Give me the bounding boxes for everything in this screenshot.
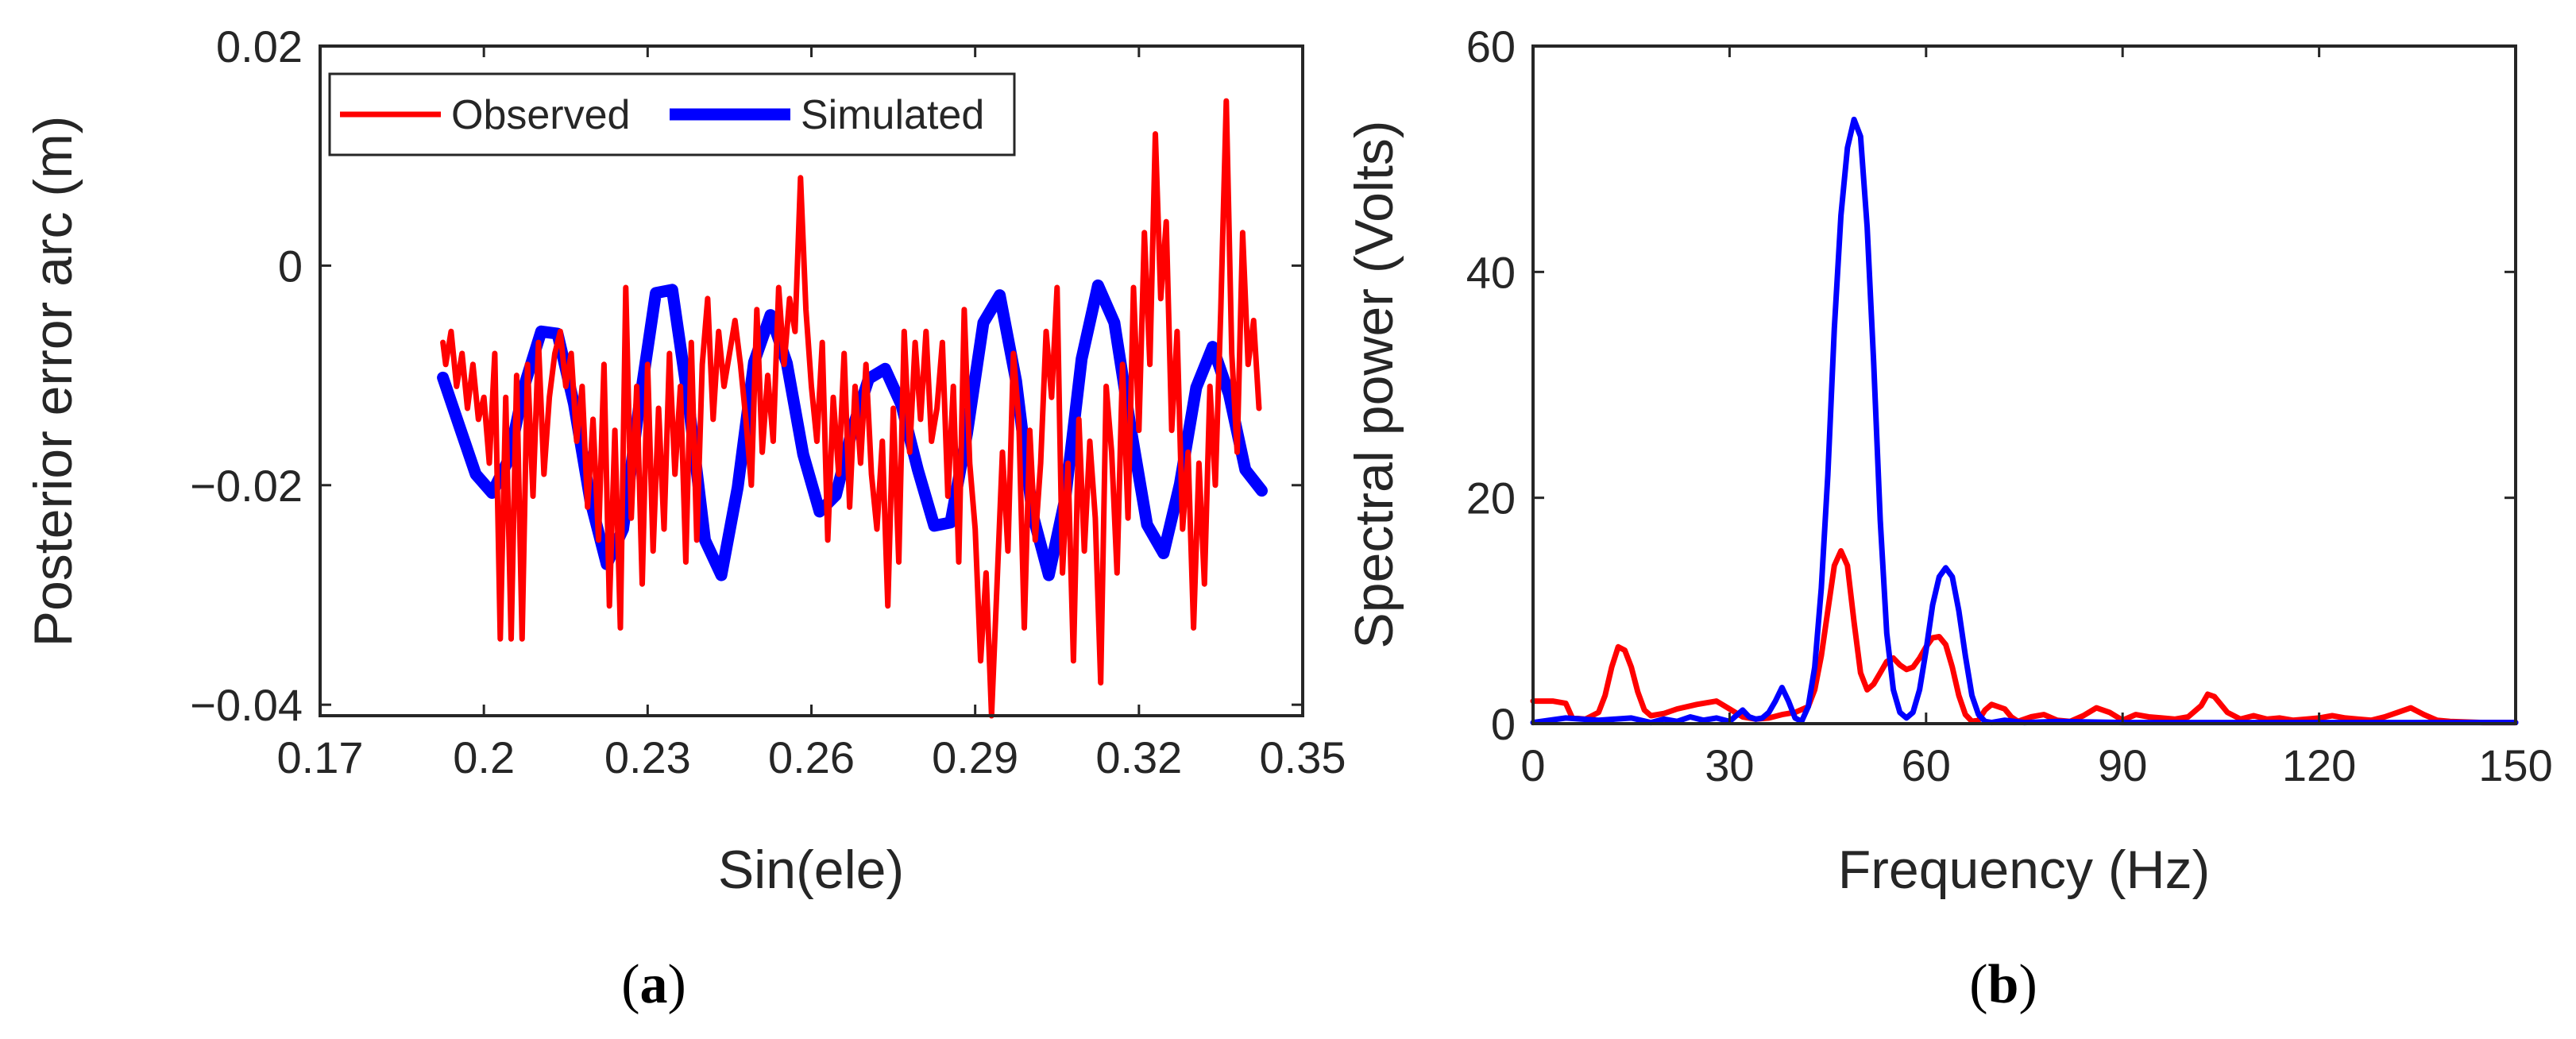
legend-label-simulated: Simulated (801, 92, 984, 138)
chart-b-series-observed-line (1530, 548, 2519, 726)
chart-a-xtick-label: 0.35 (1260, 732, 1346, 782)
chart-a-xtick-label: 0.32 (1095, 732, 1182, 782)
chart-b-plot-area (1533, 46, 2516, 724)
chart-b-y-axis-label: Spectral power (Volts) (1344, 120, 1404, 648)
chart-b-y-ticks: 0 20 40 60 (1466, 21, 2516, 749)
chart-a-series-observed-line (440, 98, 1262, 719)
chart-a-xtick-label: 0.29 (932, 732, 1018, 782)
chart-b-axes-box (1531, 44, 2517, 725)
chart-a-y-ticks: −0.04 −0.02 0 0.02 (190, 21, 1303, 730)
chart-b-ytick-label: 20 (1466, 473, 1516, 523)
chart-a-ytick-label: −0.04 (190, 680, 303, 730)
chart-b-xtick-label: 30 (1705, 740, 1754, 790)
chart-b-x-axis-label: Frequency (Hz) (1838, 840, 2211, 900)
chart-a-xtick-label: 0.2 (453, 732, 515, 782)
chart-a: 0.17 0.2 0.23 0.26 0.29 0.32 0.35 −0.04−0.0200… (23, 21, 1346, 1015)
chart-b: 0 30 60 90 120 150 0 20 40 60 Frequency (Hz) Spe… (1344, 21, 2553, 1015)
chart-a-xtick-label: 0.23 (604, 732, 691, 782)
panel-label-a: (a) (621, 954, 686, 1015)
chart-a-legend: Observed Simulated (328, 72, 1016, 156)
chart-a-x-ticks: 0.17 0.2 0.23 0.26 0.29 0.32 0.35 (277, 46, 1346, 782)
chart-a-xtick-label: 0.17 (277, 732, 364, 782)
chart-a-ytick-label: 0.02 (216, 21, 303, 71)
chart-a-xtick-label: 0.26 (768, 732, 855, 782)
chart-a-ytick-label: −0.02 (190, 461, 303, 511)
chart-b-ytick-label: 40 (1466, 247, 1516, 297)
chart-a-ytick-label: 0 (278, 241, 303, 291)
chart-b-ytick-label: 0 (1491, 699, 1516, 749)
chart-b-xtick-label: 120 (2282, 740, 2356, 790)
chart-b-xtick-label: 150 (2478, 740, 2552, 790)
legend-label-observed: Observed (451, 92, 630, 138)
chart-b-x-ticks: 0 30 60 90 120 150 (1520, 46, 2553, 790)
chart-b-ytick-label: 60 (1466, 21, 1516, 71)
chart-b-xtick-label: 60 (1902, 740, 1951, 790)
chart-b-xtick-label: 0 (1520, 740, 1545, 790)
chart-a-x-axis-label: Sin(ele) (718, 840, 904, 900)
chart-a-y-axis-label: Posterior error arc (m) (23, 116, 83, 647)
panel-label-b: (b) (1969, 954, 2037, 1015)
chart-b-xtick-label: 90 (2098, 740, 2147, 790)
